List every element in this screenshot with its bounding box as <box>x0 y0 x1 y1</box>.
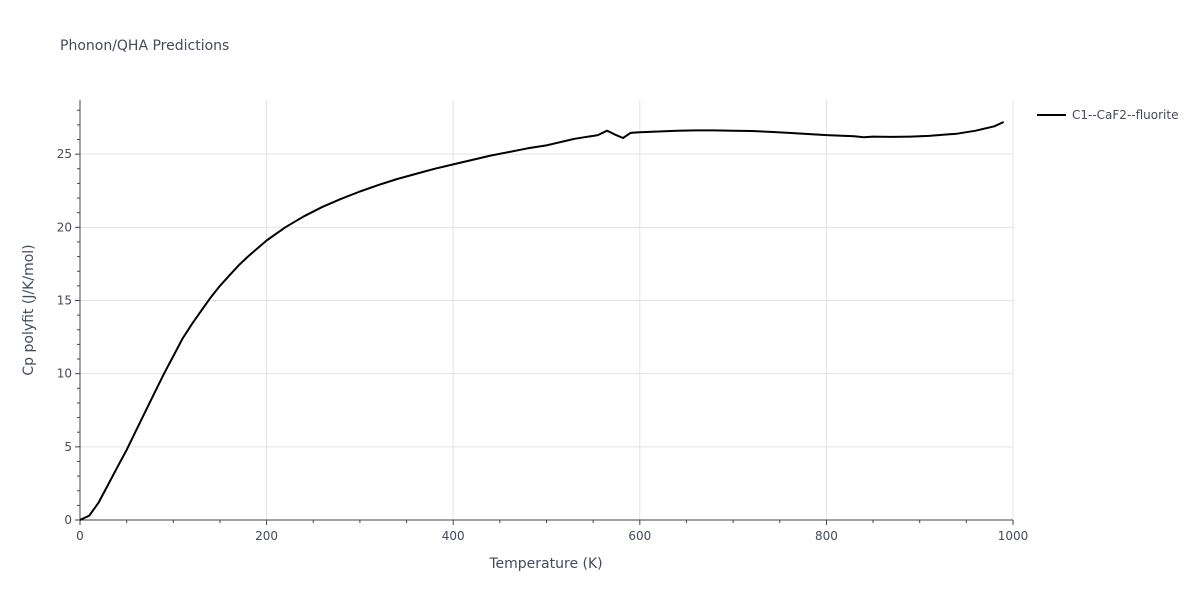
series-layer <box>79 121 1005 521</box>
x-tick-label: 1000 <box>998 529 1029 543</box>
axes: 0 200 400 600 800 1000 0 5 10 15 20 25 <box>57 100 1029 543</box>
legend[interactable]: C1--CaF2--fluorite <box>1037 108 1178 122</box>
x-tick-label: 400 <box>442 529 465 543</box>
y-tick-label: 5 <box>64 440 72 454</box>
chart-title: Phonon/QHA Predictions <box>60 38 229 54</box>
grid-lines <box>80 100 1014 520</box>
y-tick-label: 15 <box>57 293 72 307</box>
y-tick-label: 10 <box>57 367 72 381</box>
x-tick-label: 200 <box>255 529 278 543</box>
x-tick-label: 0 <box>76 529 84 543</box>
y-tick-label: 0 <box>64 513 72 527</box>
x-tick-label: 600 <box>628 529 651 543</box>
x-tick-label: 800 <box>815 529 838 543</box>
legend-label[interactable]: C1--CaF2--fluorite <box>1072 108 1178 122</box>
y-tick-label: 25 <box>57 147 72 161</box>
series-line <box>79 121 1005 521</box>
y-axis-title: Cp polyfit (J/K/mol) <box>21 244 37 375</box>
y-tick-label: 20 <box>57 220 72 234</box>
x-axis-title: Temperature (K) <box>488 556 602 572</box>
